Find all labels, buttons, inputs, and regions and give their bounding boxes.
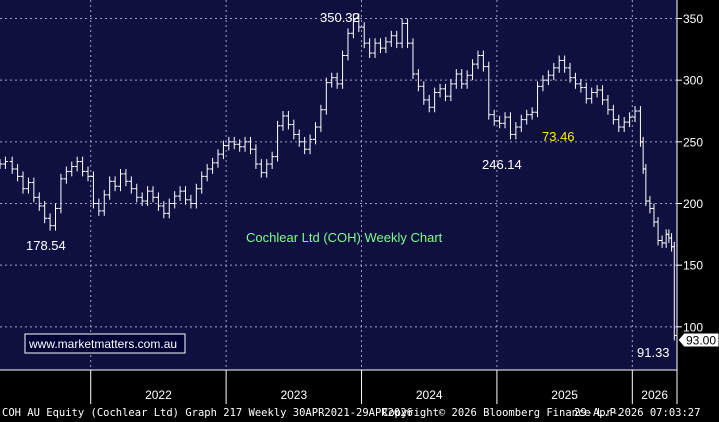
x-tick-label: 2026 — [641, 388, 668, 402]
chart-title: Cochlear Ltd (COH) Weekly Chart — [246, 230, 443, 245]
x-tick-label: 2022 — [145, 388, 172, 402]
y-tick-label: 350 — [683, 12, 703, 26]
peak-label: 350.32 — [320, 10, 360, 25]
low-2022-label: 178.54 — [26, 238, 66, 253]
last-price-tag: 93.00 — [677, 332, 719, 348]
price-series — [0, 13, 677, 341]
x-axis-panel — [0, 370, 677, 404]
grid-lines — [0, 0, 677, 370]
footer-security-info: COH AU Equity (Cochlear Ltd) Graph 217 W… — [2, 407, 413, 419]
y-tick-label: 200 — [683, 197, 703, 211]
footer-bar: COH AU Equity (Cochlear Ltd) Graph 217 W… — [0, 404, 719, 422]
footer-timestamp: 29-Apr-2026 07:03:27 — [574, 407, 701, 419]
x-tick-label: 2024 — [416, 388, 443, 402]
x-tick-label: 2023 — [280, 388, 307, 402]
yellow-label: 73.46 — [542, 129, 575, 144]
watermark-text: www.marketmatters.com.au — [28, 337, 177, 351]
axes: 100 150 200 250 300 350 2022 2023 2024 2025 2026 — [0, 0, 703, 404]
y-tick-label: 150 — [683, 259, 703, 273]
x-tick-label: 2025 — [551, 388, 578, 402]
y-tick-label: 250 — [683, 135, 703, 149]
low-2025-label: 246.14 — [482, 157, 522, 172]
watermark-box: www.marketmatters.com.au — [24, 333, 186, 354]
y-tick-label: 300 — [683, 74, 703, 88]
footer-copyright: Copyright© 2026 Bloomberg Finance L.P. — [382, 407, 623, 419]
y-tick-label: 100 — [683, 320, 703, 334]
last-low-label: 91.33 — [637, 345, 670, 360]
last-price-value: 93.00 — [686, 334, 716, 348]
price-chart: 100 150 200 250 300 350 2022 2023 2024 2025 2026 C… — [0, 0, 719, 404]
plot-background — [0, 0, 677, 370]
